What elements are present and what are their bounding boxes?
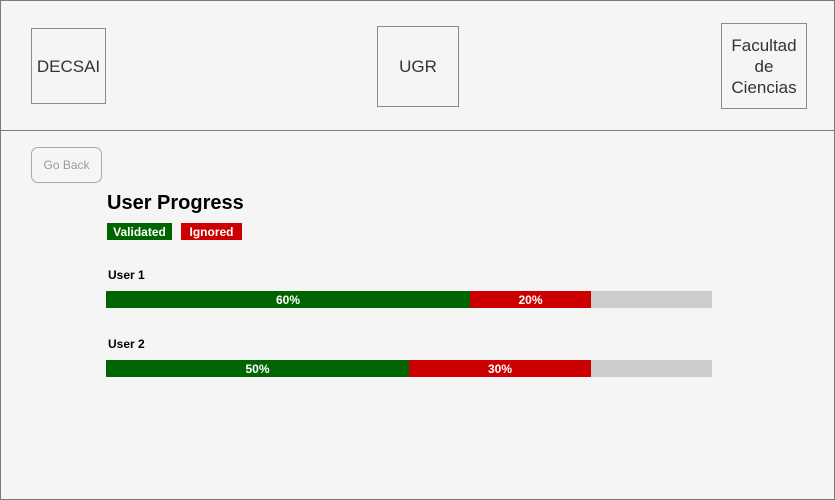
ignored-segment: 20% <box>470 291 591 308</box>
legend-validated: Validated <box>107 223 172 240</box>
user-label: User 2 <box>108 337 145 351</box>
page-title: User Progress <box>107 192 244 214</box>
ignored-segment: 30% <box>409 360 591 377</box>
ugr-logo: UGR <box>377 26 459 107</box>
user-label: User 1 <box>108 268 145 282</box>
legend-ignored: Ignored <box>181 223 242 240</box>
facultad-logo: Facultad de Ciencias <box>721 23 807 109</box>
progress-bar: 50% 30% <box>106 360 712 377</box>
go-back-button[interactable]: Go Back <box>31 147 102 183</box>
header: DECSAI UGR Facultad de Ciencias <box>1 1 834 131</box>
validated-segment: 50% <box>106 360 409 377</box>
validated-segment: 60% <box>106 291 470 308</box>
progress-bar: 60% 20% <box>106 291 712 308</box>
decsai-logo: DECSAI <box>31 28 106 104</box>
